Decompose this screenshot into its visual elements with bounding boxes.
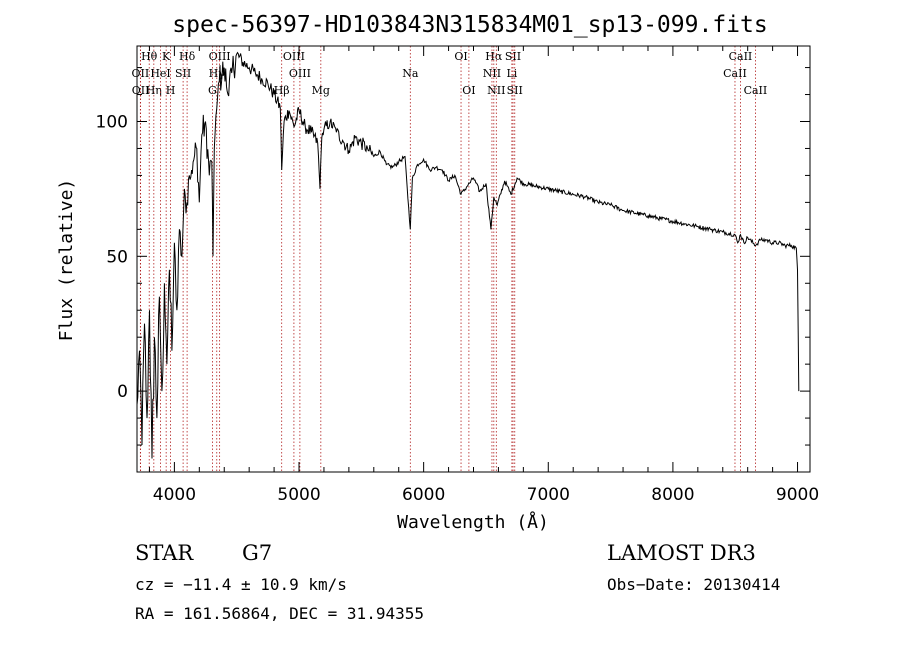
line-label: Hδ <box>179 50 196 63</box>
line-label: OIII <box>283 50 305 63</box>
line-label: Li <box>506 67 517 80</box>
chart-title: spec-56397-HD103843N315834M01_sp13-099.f… <box>172 12 767 38</box>
line-label: SII <box>507 84 523 97</box>
axis-ticks <box>137 46 810 472</box>
line-label: Hβ <box>274 84 290 97</box>
plot-frame <box>136 45 811 473</box>
coordinates-text: RA = 161.56864, DEC = 31.94355 <box>135 604 424 623</box>
line-label: H <box>166 84 176 97</box>
line-label: Hη <box>146 84 162 97</box>
line-label: CaII <box>723 67 747 80</box>
x-tick-label: 8000 <box>651 485 694 505</box>
line-label: SII <box>505 50 521 63</box>
line-label: Na <box>402 67 419 80</box>
line-label: Hα <box>485 50 503 63</box>
x-tick-label: 7000 <box>527 485 570 505</box>
line-label: HeI <box>150 67 170 80</box>
y-axis-label: Flux (relative) <box>56 179 77 342</box>
line-label: NII <box>483 67 501 80</box>
redshift-text: cz = −11.4 ± 10.9 km/s <box>135 575 347 594</box>
survey-name: LAMOST DR3 <box>607 541 756 565</box>
line-label: Hγ <box>209 67 226 80</box>
line-label: SII <box>175 67 191 80</box>
object-subclass: G7 <box>242 541 272 565</box>
line-label: CaII <box>729 50 753 63</box>
line-label: K <box>162 50 171 63</box>
line-label: OII <box>132 84 150 97</box>
x-tick-label: 9000 <box>776 485 819 505</box>
x-tick-label: 5000 <box>277 485 320 505</box>
y-tick-label: 0 <box>117 382 128 402</box>
spectrum-layer <box>136 51 800 459</box>
info-panel: STAR G7 cz = −11.4 ± 10.9 km/s RA = 161.… <box>135 541 780 623</box>
x-tick-labels: 4000 5000 6000 7000 8000 9000 <box>153 485 819 505</box>
line-label: Mg <box>312 84 330 97</box>
line-label: OI <box>454 50 467 63</box>
line-label: Hθ <box>141 50 158 63</box>
line-label: NII <box>487 84 505 97</box>
x-tick-label: 6000 <box>402 485 445 505</box>
spectrum-series-line <box>136 51 800 459</box>
x-axis-label: Wavelength (Å) <box>397 511 549 533</box>
line-label: OIII <box>289 67 311 80</box>
y-tick-label: 50 <box>106 247 128 267</box>
line-label: G <box>208 84 217 97</box>
line-label: CaII <box>744 84 768 97</box>
x-tick-label: 4000 <box>153 485 196 505</box>
line-label: OI <box>462 84 475 97</box>
line-label: OIII <box>209 50 231 63</box>
obs-date: Obs−Date: 20130414 <box>607 575 780 594</box>
y-tick-label: 100 <box>96 112 128 132</box>
object-class: STAR <box>135 541 194 565</box>
line-label: OII <box>132 67 150 80</box>
y-tick-labels: 0 50 100 <box>96 112 128 402</box>
